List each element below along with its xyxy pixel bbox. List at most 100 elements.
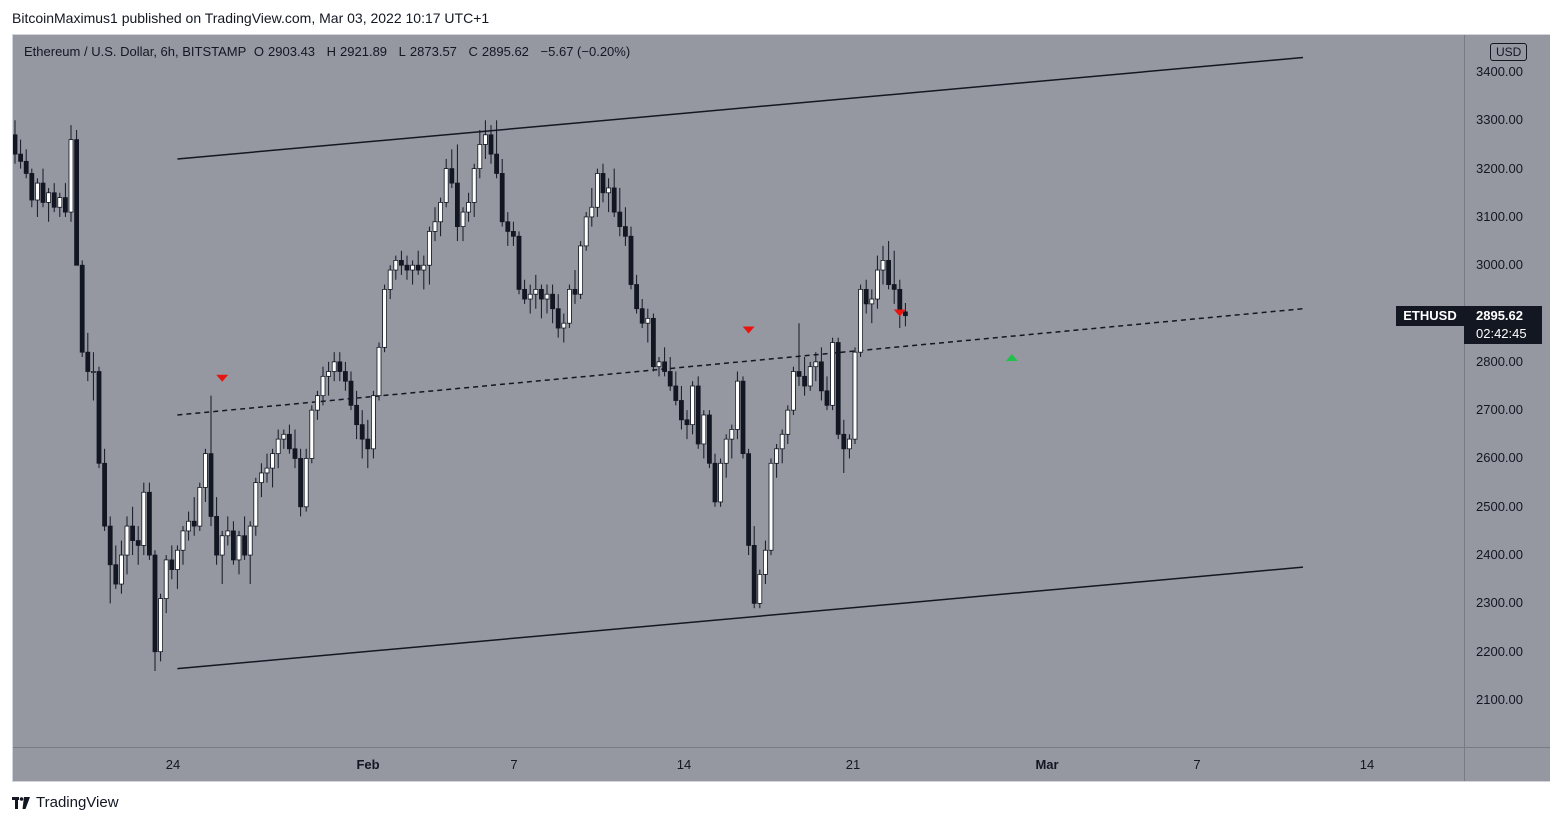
candle-bearish[interactable] xyxy=(79,264,85,353)
candle-bearish[interactable] xyxy=(449,168,455,184)
candle-bearish[interactable] xyxy=(488,134,494,155)
candle-bullish[interactable] xyxy=(757,574,763,604)
candle-bearish[interactable] xyxy=(130,525,136,541)
candle-bearish[interactable] xyxy=(169,559,175,570)
candle-bearish[interactable] xyxy=(342,371,348,382)
candle-bearish[interactable] xyxy=(617,211,623,227)
price-axis[interactable] xyxy=(1464,35,1550,747)
candle-bullish[interactable] xyxy=(852,351,858,440)
candle-bearish[interactable] xyxy=(454,182,460,227)
candle-bearish[interactable] xyxy=(695,385,701,445)
candle-bullish[interactable] xyxy=(869,298,875,305)
candle-bearish[interactable] xyxy=(667,371,673,387)
candle-bearish[interactable] xyxy=(191,520,197,527)
candle-bullish[interactable] xyxy=(763,549,768,575)
trendline-channel-support[interactable] xyxy=(177,566,1304,670)
candle-bearish[interactable] xyxy=(298,458,304,508)
candle-bullish[interactable] xyxy=(718,462,723,503)
candle-bearish[interactable] xyxy=(415,264,421,271)
candle-bearish[interactable] xyxy=(40,182,46,203)
candle-bullish[interactable] xyxy=(281,433,287,440)
candle-bullish[interactable] xyxy=(68,139,74,213)
candle-bullish[interactable] xyxy=(258,472,264,484)
candle-bearish[interactable] xyxy=(365,438,371,450)
candle-bullish[interactable] xyxy=(225,530,231,537)
candle-bullish[interactable] xyxy=(421,264,427,271)
candle-bullish[interactable] xyxy=(768,462,774,551)
candle-bearish[interactable] xyxy=(208,453,214,517)
candle-bullish[interactable] xyxy=(443,168,449,203)
candle-bearish[interactable] xyxy=(359,424,365,440)
candle-bearish[interactable] xyxy=(802,375,807,387)
candle-bullish[interactable] xyxy=(264,467,270,474)
candle-bullish[interactable] xyxy=(320,375,326,397)
candle-bullish[interactable] xyxy=(466,202,472,213)
candle-bullish[interactable] xyxy=(180,530,186,551)
candle-bullish[interactable] xyxy=(807,366,813,387)
currency-badge[interactable]: USD xyxy=(1490,43,1528,61)
candle-bearish[interactable] xyxy=(29,173,35,201)
trendline-channel-resistance[interactable] xyxy=(177,56,1304,160)
candle-bullish[interactable] xyxy=(219,535,225,556)
candle-bearish[interactable] xyxy=(292,448,298,459)
candle-bullish[interactable] xyxy=(779,433,785,450)
candle-bearish[interactable] xyxy=(85,351,91,372)
candle-bullish[interactable] xyxy=(561,322,567,329)
candle-bullish[interactable] xyxy=(544,293,550,300)
candle-bearish[interactable] xyxy=(863,288,869,305)
candle-bullish[interactable] xyxy=(247,525,253,556)
candle-bullish[interactable] xyxy=(202,453,208,488)
candle-bearish[interactable] xyxy=(628,235,634,285)
candle-bullish[interactable] xyxy=(197,487,203,527)
candle-bullish[interactable] xyxy=(735,380,740,430)
candle-bearish[interactable] xyxy=(886,259,891,285)
candle-bullish[interactable] xyxy=(589,206,595,218)
candle-bullish[interactable] xyxy=(253,482,259,527)
candle-bearish[interactable] xyxy=(903,311,908,317)
candle-bearish[interactable] xyxy=(651,317,656,368)
candle-bearish[interactable] xyxy=(510,231,516,237)
candle-bearish[interactable] xyxy=(522,288,527,300)
candle-bullish[interactable] xyxy=(124,525,130,556)
candle-bearish[interactable] xyxy=(600,173,606,194)
candle-bearish[interactable] xyxy=(337,361,343,372)
candle-bullish[interactable] xyxy=(880,259,886,271)
candle-bullish[interactable] xyxy=(331,361,337,372)
candle-bearish[interactable] xyxy=(146,491,152,556)
candle-bearish[interactable] xyxy=(354,404,360,426)
candle-bearish[interactable] xyxy=(494,153,500,174)
candle-bearish[interactable] xyxy=(242,535,248,556)
candle-bullish[interactable] xyxy=(858,288,863,353)
candle-bullish[interactable] xyxy=(460,211,466,227)
candle-bearish[interactable] xyxy=(13,134,18,155)
candle-bearish[interactable] xyxy=(824,390,830,406)
candle-bullish[interactable] xyxy=(309,409,315,459)
candle-bullish[interactable] xyxy=(410,264,416,271)
candle-bearish[interactable] xyxy=(634,284,639,310)
candle-bullish[interactable] xyxy=(163,559,169,599)
candle-bearish[interactable] xyxy=(555,308,561,329)
candle-bullish[interactable] xyxy=(270,453,276,469)
candle-bearish[interactable] xyxy=(63,197,68,213)
candle-bullish[interactable] xyxy=(477,144,483,170)
candle-bearish[interactable] xyxy=(135,540,141,546)
candle-bearish[interactable] xyxy=(23,160,29,174)
candle-bullish[interactable] xyxy=(791,371,796,411)
candle-bullish[interactable] xyxy=(847,438,852,450)
candle-bullish[interactable] xyxy=(432,221,438,232)
candle-bearish[interactable] xyxy=(751,545,757,604)
candle-bearish[interactable] xyxy=(51,192,57,208)
candle-bearish[interactable] xyxy=(505,221,511,232)
candle-bearish[interactable] xyxy=(707,414,712,464)
candle-bearish[interactable] xyxy=(550,293,555,310)
candle-bearish[interactable] xyxy=(18,153,24,162)
candle-bearish[interactable] xyxy=(516,235,522,290)
candle-bearish[interactable] xyxy=(404,264,410,271)
candle-bearish[interactable] xyxy=(96,371,102,464)
candle-bullish[interactable] xyxy=(645,317,651,324)
candle-bullish[interactable] xyxy=(656,361,662,368)
candle-bullish[interactable] xyxy=(785,409,791,435)
candle-bullish[interactable] xyxy=(578,245,583,295)
candle-bullish[interactable] xyxy=(46,192,51,203)
candle-bearish[interactable] xyxy=(796,371,802,377)
